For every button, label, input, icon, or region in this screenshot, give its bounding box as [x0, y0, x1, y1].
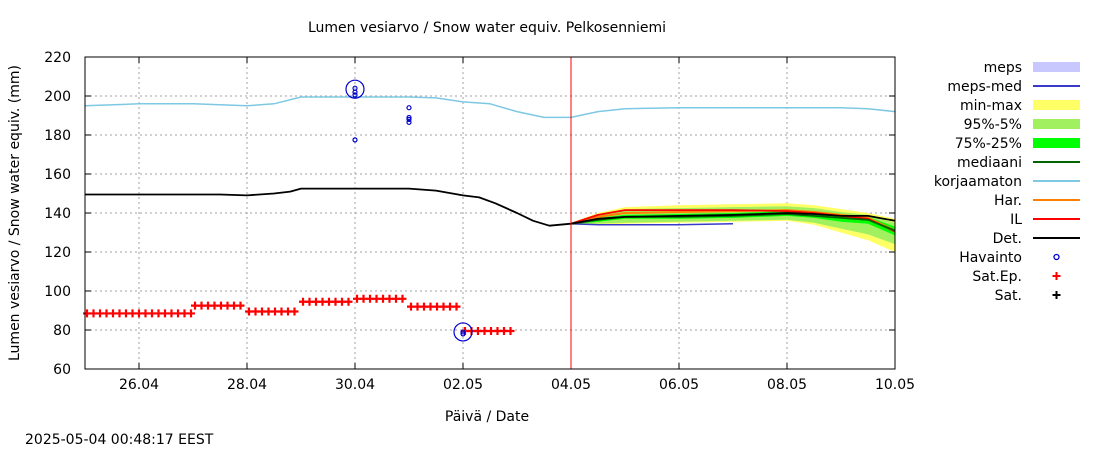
legend-item: min-max — [960, 98, 1080, 114]
y-tick-label: 100 — [44, 284, 71, 300]
legend-swatch — [1033, 119, 1080, 129]
legend-label: min-max — [960, 98, 1022, 114]
y-axis-label: Lumen vesiarvo / Snow water equiv. (mm) — [7, 65, 23, 361]
sat-ep-marker — [506, 326, 515, 335]
x-tick-label: 02.05 — [443, 377, 483, 393]
legend-label: 75%-25% — [955, 136, 1022, 152]
y-tick-label: 60 — [53, 362, 71, 378]
y-tick-label: 200 — [44, 89, 71, 105]
havainto-point — [460, 329, 466, 335]
legend: meps meps-med min-max 95%-5% 75%-25% mediaani… — [934, 60, 1080, 304]
legend-label: meps — [984, 60, 1022, 76]
y-tick-label: 160 — [44, 167, 71, 183]
havainto-point — [352, 92, 358, 98]
legend-item: Sat. — [995, 288, 1061, 304]
line-meps-med — [570, 222, 734, 226]
havainto-point — [406, 119, 412, 125]
legend-label: 95%-5% — [964, 117, 1022, 133]
line-det — [85, 187, 896, 227]
legend-label: Sat.Ep. — [972, 269, 1022, 285]
legend-label: Sat. — [995, 288, 1022, 304]
havainto-point — [460, 331, 466, 337]
y-tick-label: 180 — [44, 128, 71, 144]
x-tick-label: 08.05 — [767, 377, 807, 393]
havainto-highlight — [453, 322, 473, 342]
legend-swatch — [1033, 138, 1080, 148]
x-tick-label: 26.04 — [119, 377, 159, 393]
legend-item: korjaamaton — [934, 174, 1080, 190]
y-tick-label: 80 — [53, 323, 71, 339]
legend-item: IL — [1010, 212, 1080, 228]
sat-ep-marker — [344, 297, 353, 306]
y-tick-label: 120 — [44, 245, 71, 261]
line-korjaamaton — [84, 96, 896, 119]
legend-item: Sat.Ep. — [972, 269, 1061, 285]
sat-ep-marker — [187, 309, 195, 318]
legend-label: mediaani — [957, 155, 1022, 171]
x-tick-label: 28.04 — [227, 377, 267, 393]
legend-label: IL — [1010, 212, 1022, 228]
legend-swatch — [1033, 62, 1080, 72]
legend-swatch — [1052, 291, 1061, 299]
x-tick-label: 10.05 — [875, 377, 915, 393]
x-tick-label: 06.05 — [659, 377, 699, 393]
legend-item: meps — [984, 60, 1080, 76]
legend-item: Havainto — [959, 250, 1060, 266]
legend-item: 75%-25% — [955, 136, 1080, 152]
legend-item: meps-med — [947, 79, 1080, 95]
legend-item: Det. — [993, 231, 1080, 247]
sat-ep-marker — [290, 307, 299, 316]
legend-item: mediaani — [957, 155, 1080, 171]
legend-swatch — [1033, 100, 1080, 110]
legend-label: Har. — [994, 193, 1022, 209]
legend-swatch — [1052, 272, 1061, 280]
chart-title: Lumen vesiarvo / Snow water equiv. Pelko… — [308, 20, 666, 36]
sat-ep-marker — [452, 302, 461, 311]
havainto-point — [406, 114, 412, 121]
x-axis-label: Päivä / Date — [445, 409, 529, 425]
plot-frame — [84, 56, 896, 370]
legend-item: 95%-5% — [964, 117, 1080, 133]
sat-ep-marker — [236, 301, 245, 310]
havainto-point — [352, 137, 358, 143]
y-tick-label: 220 — [44, 50, 71, 66]
y-tick-label: 140 — [44, 206, 71, 222]
plot-area: 60 80 100 120 140 160 180 200 220 26.04 28.04 30.04… — [44, 50, 915, 393]
legend-item: Har. — [994, 193, 1080, 209]
timestamp: 2025-05-04 00:48:17 EEST — [25, 432, 214, 448]
legend-swatch — [1053, 253, 1060, 261]
havainto-point — [352, 89, 358, 95]
legend-label: Det. — [993, 231, 1022, 247]
sat-ep-marker — [398, 294, 407, 303]
line-il — [570, 209, 896, 233]
havainto-point — [406, 105, 412, 111]
x-tick-label: 04.05 — [551, 377, 591, 393]
havainto-point — [406, 116, 412, 123]
x-tick-label: 30.04 — [335, 377, 375, 393]
legend-label: korjaamaton — [934, 174, 1022, 190]
legend-label: Havainto — [959, 250, 1022, 266]
legend-label: meps-med — [947, 79, 1022, 95]
havainto-highlight — [345, 79, 365, 99]
